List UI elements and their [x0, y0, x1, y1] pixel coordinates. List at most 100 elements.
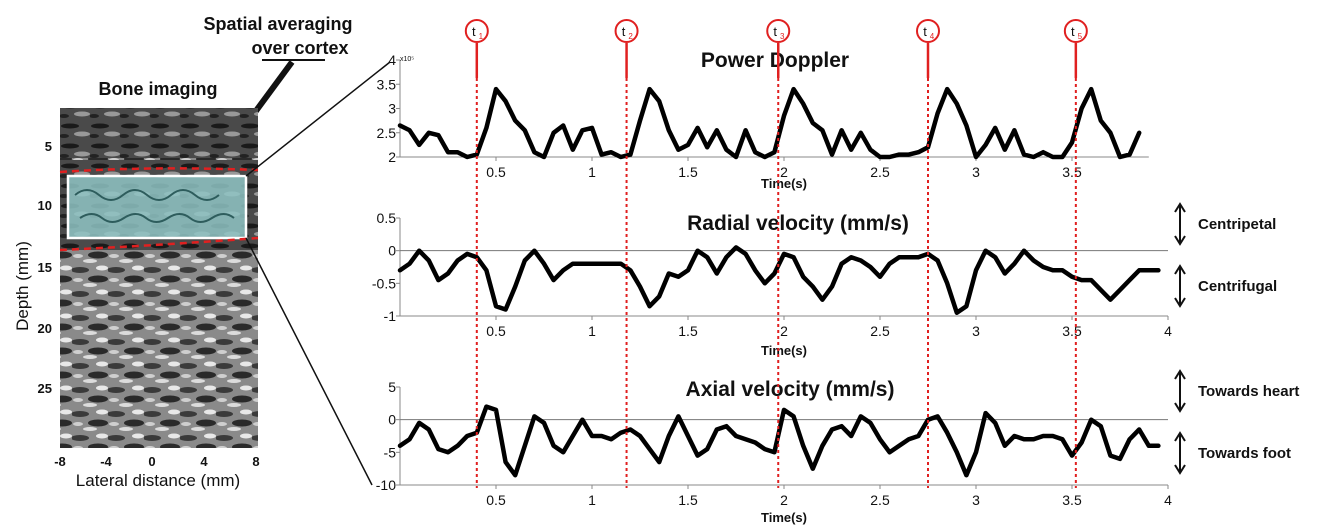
- marker-label: t: [622, 24, 626, 39]
- x-tick-label: 1.5: [678, 164, 698, 180]
- y-tick-label: -10: [376, 477, 396, 493]
- y-tick-label: 0: [388, 243, 396, 259]
- callout-line-1: Spatial averaging: [203, 14, 352, 34]
- roi-texture: [74, 189, 235, 223]
- image-y-tick-label: 20: [38, 321, 52, 336]
- x-axis-label: Time(s): [761, 510, 807, 525]
- ultrasound-top-band: [60, 108, 258, 158]
- x-tick-label: 1.5: [678, 323, 698, 339]
- image-y-label: Depth (mm): [13, 241, 32, 331]
- image-x-tick-label: -4: [100, 454, 112, 469]
- image-x-tick-label: 0: [148, 454, 155, 469]
- marker-label: t: [1071, 24, 1075, 39]
- y-exponent-label: x10⁵: [400, 56, 414, 63]
- arrow-down-icon: [1174, 464, 1186, 475]
- x-tick-label: 0.5: [486, 164, 506, 180]
- x-tick-label: 3.5: [1062, 492, 1082, 508]
- arrow-down-icon: [1174, 235, 1186, 246]
- x-tick-label: 2: [780, 492, 788, 508]
- direction-label: Towards heart: [1198, 383, 1299, 400]
- marker-circle: [1063, 19, 1088, 43]
- arrow-up-icon: [1174, 202, 1186, 213]
- marker-label: t: [773, 24, 777, 39]
- y-tick-label: -5: [384, 444, 397, 460]
- image-y-tick-label: 15: [38, 260, 52, 275]
- marker-subscript: 2: [628, 32, 633, 41]
- image-x-tick-label: 8: [252, 454, 259, 469]
- y-tick-label: -0.5: [372, 275, 396, 291]
- y-tick-label: -1: [384, 308, 397, 324]
- y-tick-label: 2.5: [377, 125, 397, 141]
- x-tick-label: 1: [588, 164, 596, 180]
- marker-subscript: 1: [479, 32, 484, 41]
- marker-label: t: [472, 24, 476, 39]
- charts: 2 2.5 3 3.5 4 x10⁵ 0.5 1 1.5 2 2.5 3 3.5 Time(s) Power…: [372, 49, 1172, 525]
- y-tick-label: 5: [388, 379, 396, 395]
- chart-title: Radial velocity (mm/s): [687, 212, 909, 235]
- x-tick-label: 1: [588, 323, 596, 339]
- y-tick-label: 0: [388, 412, 396, 428]
- bone-image-panel: Bone imaging Spatial averaging over cort…: [13, 14, 391, 490]
- direction-label: Centrifugal: [1198, 278, 1277, 295]
- zoom-line-bottom: [245, 237, 373, 486]
- x-tick-label: 1.5: [678, 492, 698, 508]
- chart-title: Axial velocity (mm/s): [686, 378, 895, 401]
- marker-circle: [464, 19, 489, 43]
- x-tick-label: 1: [588, 492, 596, 508]
- y-tick-label: 0.5: [377, 210, 397, 226]
- marker-circle: [916, 19, 940, 43]
- x-tick-label: 2.5: [870, 164, 890, 180]
- callout-line-2: over cortex: [251, 38, 348, 58]
- x-tick-label: 4: [1164, 492, 1172, 508]
- image-x-label: Lateral distance (mm): [76, 471, 240, 490]
- x-tick-label: 0.5: [486, 492, 506, 508]
- x-tick-label: 3.5: [1062, 323, 1082, 339]
- marker-subscript: 4: [930, 32, 935, 41]
- ultrasound-image: [60, 108, 258, 448]
- direction-labels: Centripetal Centrifugal Towards heart Towar…: [1174, 202, 1299, 475]
- image-title: Bone imaging: [98, 79, 217, 99]
- image-x-ticks: -8 -4 0 4 8: [54, 454, 259, 469]
- series-line: [397, 404, 1161, 478]
- marker-circle: [614, 19, 639, 43]
- x-tick-label: 3.5: [1062, 164, 1082, 180]
- arrow-down-icon: [1174, 297, 1186, 308]
- x-tick-label: 2.5: [870, 492, 890, 508]
- marker-circle: [766, 19, 791, 43]
- x-tick-label: 3: [972, 323, 980, 339]
- direction-label: Towards foot: [1198, 445, 1291, 462]
- cortex-boundary-top: [59, 167, 259, 174]
- x-tick-label: 2: [780, 323, 788, 339]
- x-tick-label: 2: [780, 164, 788, 180]
- image-x-tick-label: -8: [54, 454, 66, 469]
- marker-subscript: 3: [780, 32, 785, 41]
- y-tick-label: 4: [388, 52, 396, 68]
- chart-1: 2 2.5 3 3.5 4 x10⁵ 0.5 1 1.5 2 2.5 3 3.5 Time(s) Power…: [377, 49, 1149, 191]
- chart-2: -1 -0.5 0 0.5 0.5 1 1.5 2 2.5 3 3.5 4 Time(s) Radial …: [372, 210, 1172, 358]
- x-tick-label: 3: [972, 492, 980, 508]
- marker-subscript: 5: [1078, 32, 1083, 41]
- direction-label: Centripetal: [1198, 216, 1276, 233]
- y-tick-label: 3: [388, 101, 396, 117]
- x-tick-label: 3: [972, 164, 980, 180]
- x-axis-label: Time(s): [761, 343, 807, 358]
- zoom-line-top: [245, 61, 391, 177]
- cortex-boundary-bottom: [59, 236, 259, 252]
- image-y-tick-label: 25: [38, 381, 52, 396]
- roi-box: [66, 174, 248, 240]
- image-y-tick-label: 5: [45, 139, 52, 154]
- series-line: [397, 245, 1161, 315]
- chart-3: -10 -5 0 5 0.5 1 1.5 2 2.5 3 3.5 4 Time(s) Axial velo…: [376, 378, 1172, 525]
- image-x-tick-label: 4: [200, 454, 208, 469]
- arrow-up-icon: [1174, 431, 1186, 442]
- x-tick-label: 2.5: [870, 323, 890, 339]
- chart-title: Power Doppler: [701, 49, 849, 72]
- image-y-tick-label: 10: [38, 198, 52, 213]
- y-tick-label: 2: [388, 149, 396, 165]
- image-y-ticks: 5 10 15 20 25: [38, 139, 52, 396]
- series-line: [397, 86, 1142, 160]
- x-axis-label: Time(s): [761, 176, 807, 191]
- marker-label: t: [923, 24, 927, 39]
- x-tick-label: 4: [1164, 323, 1172, 339]
